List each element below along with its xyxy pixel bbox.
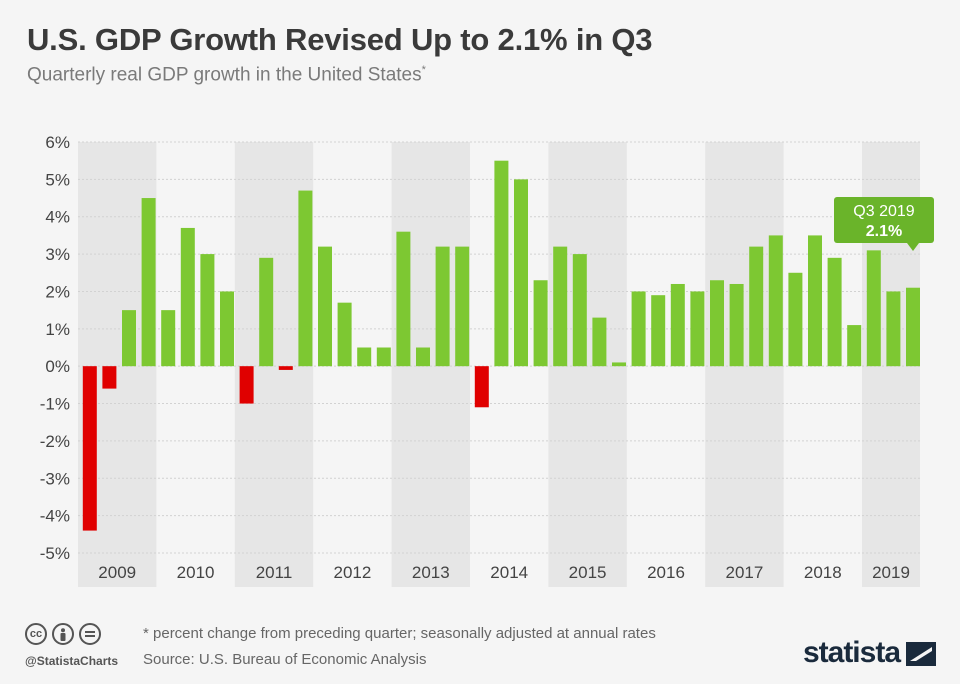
x-tick-label: 2016 bbox=[647, 563, 685, 582]
bar bbox=[768, 235, 783, 367]
callout-pointer bbox=[907, 243, 919, 251]
callout-value: 2.1% bbox=[866, 223, 902, 240]
x-tick-label: 2019 bbox=[872, 563, 910, 582]
y-tick-label: 2% bbox=[45, 282, 70, 301]
bar bbox=[670, 283, 685, 367]
bar bbox=[886, 291, 901, 367]
bar bbox=[239, 366, 254, 404]
cc-icon: cc bbox=[25, 623, 47, 645]
bar bbox=[866, 250, 881, 367]
bar bbox=[376, 347, 391, 367]
y-tick-label: 5% bbox=[45, 170, 70, 189]
twitter-handle[interactable]: @StatistaCharts bbox=[25, 654, 119, 668]
bar bbox=[592, 317, 607, 367]
bar bbox=[259, 257, 274, 367]
bar bbox=[533, 280, 548, 367]
bar bbox=[553, 246, 568, 367]
bar bbox=[122, 310, 136, 367]
y-tick-label: 6% bbox=[45, 133, 70, 152]
bar bbox=[337, 302, 352, 367]
y-tick-label: 3% bbox=[45, 245, 70, 264]
bar bbox=[906, 287, 920, 367]
y-tick-label: 0% bbox=[45, 357, 70, 376]
chart-subtitle: Quarterly real GDP growth in the United … bbox=[27, 64, 426, 86]
bar bbox=[102, 366, 117, 389]
x-tick-label: 2011 bbox=[256, 563, 293, 582]
bar bbox=[180, 227, 195, 367]
bar bbox=[631, 291, 646, 367]
bar bbox=[357, 347, 372, 367]
chart-title: U.S. GDP Growth Revised Up to 2.1% in Q3 bbox=[27, 22, 653, 57]
y-tick-label: -2% bbox=[40, 432, 70, 451]
y-tick-label: 1% bbox=[45, 320, 70, 339]
bar bbox=[318, 246, 332, 367]
bar bbox=[298, 190, 313, 367]
bar bbox=[572, 254, 587, 367]
bar bbox=[435, 246, 450, 367]
statista-logo-icon bbox=[906, 642, 936, 666]
nd-icon bbox=[79, 623, 101, 645]
y-tick-label: 4% bbox=[45, 208, 70, 227]
footnote: * percent change from preceding quarter;… bbox=[143, 625, 656, 642]
x-tick-label: 2009 bbox=[98, 563, 136, 582]
x-tick-label: 2015 bbox=[569, 563, 607, 582]
bar bbox=[690, 291, 705, 367]
bar bbox=[141, 198, 156, 367]
bar bbox=[749, 246, 764, 367]
x-tick-label: 2012 bbox=[333, 563, 371, 582]
bar bbox=[278, 366, 293, 370]
y-tick-label: -5% bbox=[40, 544, 70, 563]
bar bbox=[847, 325, 862, 367]
bar bbox=[416, 347, 430, 367]
x-tick-label: 2013 bbox=[412, 563, 450, 582]
x-tick-label: 2017 bbox=[725, 563, 763, 582]
bar bbox=[808, 235, 822, 367]
bar bbox=[651, 295, 666, 367]
callout-box bbox=[834, 197, 934, 243]
bar bbox=[161, 310, 176, 367]
license-icons: cc bbox=[25, 623, 101, 645]
bar bbox=[82, 366, 97, 531]
statista-logo[interactable]: statista bbox=[802, 636, 901, 669]
bar bbox=[474, 366, 489, 408]
bar bbox=[455, 246, 470, 367]
y-tick-label: -3% bbox=[40, 469, 70, 488]
bar bbox=[514, 179, 528, 367]
bar bbox=[396, 231, 411, 367]
bar bbox=[494, 160, 509, 367]
x-tick-label: 2018 bbox=[804, 563, 842, 582]
y-tick-label: -4% bbox=[40, 507, 70, 526]
bar bbox=[220, 291, 234, 367]
bar bbox=[200, 254, 215, 367]
callout-label: Q3 2019 bbox=[853, 203, 914, 220]
by-icon bbox=[52, 623, 74, 645]
source-note: Source: U.S. Bureau of Economic Analysis bbox=[143, 651, 427, 668]
bar bbox=[827, 257, 842, 367]
bar bbox=[788, 272, 803, 367]
x-tick-label: 2010 bbox=[177, 563, 215, 582]
bar-chart: 6% 5% 4% 3% 2% 1% 0% -1% -2% -3% -4% -5% 2009 2010 20… bbox=[40, 133, 934, 587]
y-tick-label: -1% bbox=[40, 395, 70, 414]
bar bbox=[612, 362, 626, 367]
bar bbox=[729, 283, 744, 367]
bar bbox=[710, 280, 724, 367]
x-tick-label: 2014 bbox=[490, 563, 528, 582]
